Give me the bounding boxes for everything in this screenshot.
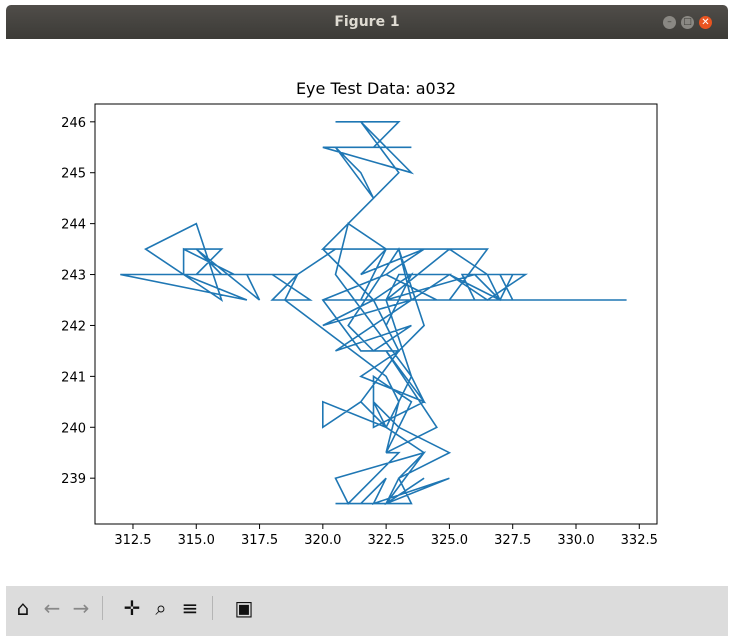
- window-title: Figure 1: [334, 14, 400, 30]
- chart-title: Eye Test Data: a032: [296, 79, 456, 98]
- home-button[interactable]: ⌂: [10, 594, 36, 622]
- axes-frame: [94, 103, 658, 525]
- back-icon: ←: [43, 596, 61, 620]
- maximize-button[interactable]: □: [681, 16, 694, 29]
- y-tick-label: 241: [61, 370, 86, 385]
- x-tick-label: 325.0: [431, 533, 468, 548]
- configure-subplots-icon: ≡: [181, 596, 199, 620]
- pan-button[interactable]: ✛: [119, 594, 145, 622]
- x-tick-label: 327.5: [494, 533, 531, 548]
- zoom-icon: ⌕: [155, 596, 167, 620]
- close-icon: ✕: [701, 17, 710, 28]
- configure-subplots-button[interactable]: ≡: [177, 594, 203, 622]
- toolbar-separator: [102, 596, 103, 620]
- y-tick-label: 245: [61, 167, 86, 182]
- minimize-button[interactable]: –: [663, 16, 676, 29]
- y-tick-label: 244: [61, 218, 86, 233]
- chart: Eye Test Data: a032 312.5 315.0 317.5 320.0 3…: [61, 79, 658, 548]
- x-tick-label: 320.0: [304, 533, 341, 548]
- maximize-icon: □: [683, 17, 692, 27]
- back-button[interactable]: ←: [39, 594, 65, 622]
- x-tick-label: 330.0: [557, 533, 594, 548]
- navigation-toolbar: ⌂ ← → ✛ ⌕ ≡ ▣: [6, 586, 728, 636]
- series-line: [120, 121, 627, 506]
- forward-button[interactable]: →: [68, 594, 94, 622]
- minimize-icon: –: [667, 17, 672, 27]
- x-tick-label: 332.5: [621, 533, 658, 548]
- x-tick-label: 312.5: [114, 533, 151, 548]
- figure-canvas[interactable]: Eye Test Data: a032 312.5 315.0 317.5 320.0 3…: [6, 39, 728, 586]
- forward-icon: →: [72, 596, 90, 620]
- y-tick-label: 243: [61, 269, 86, 284]
- pan-icon: ✛: [123, 596, 141, 620]
- toolbar-separator: [212, 596, 213, 620]
- y-tick-label: 242: [61, 319, 86, 334]
- x-tick-label: 322.5: [368, 533, 405, 548]
- x-tick-label: 317.5: [241, 533, 278, 548]
- x-tick-label: 315.0: [178, 533, 215, 548]
- y-tick-label: 240: [61, 421, 86, 436]
- save-icon: ▣: [234, 596, 254, 620]
- zoom-button[interactable]: ⌕: [148, 594, 174, 622]
- y-tick-label: 239: [61, 472, 86, 487]
- save-button[interactable]: ▣: [231, 594, 257, 622]
- y-tick-label: 246: [61, 116, 86, 131]
- home-icon: ⌂: [16, 596, 30, 620]
- close-button[interactable]: ✕: [699, 16, 712, 29]
- window-titlebar: Figure 1 – □ ✕: [6, 5, 728, 39]
